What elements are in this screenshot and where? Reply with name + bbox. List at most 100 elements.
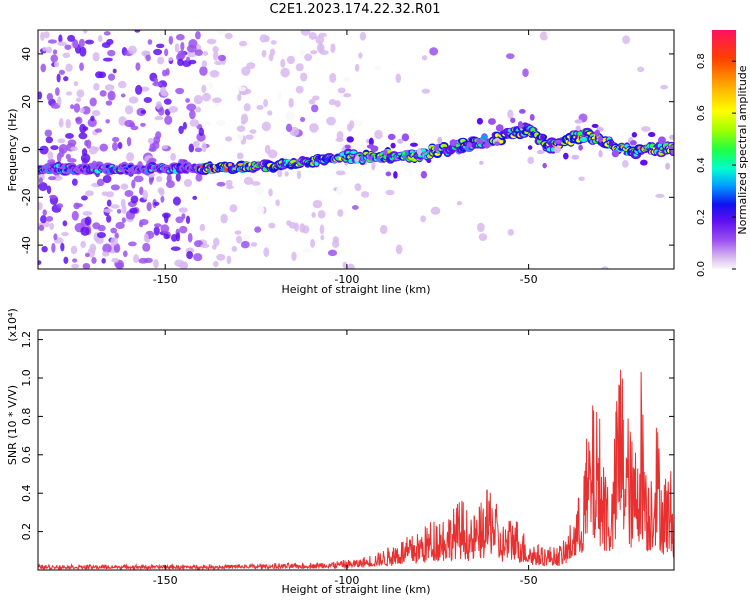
- spectrogram-noise-blob: [112, 68, 117, 74]
- spectrogram-noise-blob: [171, 233, 178, 242]
- spectrogram-noise-blob: [121, 204, 127, 215]
- spectrogram-noise-blob: [92, 51, 100, 62]
- spectrogram-noise-blob: [177, 50, 186, 60]
- spectrogram-noise-blob: [240, 240, 250, 249]
- spectrogram-noise-blob: [213, 237, 220, 247]
- spectrogram-noise-blob: [373, 66, 382, 71]
- spectrogram-noise-blob: [268, 188, 273, 197]
- spectrogram-noise-blob: [320, 234, 325, 241]
- spectrogram-noise-blob: [358, 52, 363, 59]
- spectrogram-noise-blob: [147, 137, 154, 145]
- spectrogram-noise-blob: [58, 69, 66, 75]
- spectrogram-noise-blob: [608, 140, 614, 147]
- spectrogram-noise-blob: [329, 72, 337, 83]
- spectrogram-noise-blob: [131, 179, 136, 189]
- spectrogram-noise-blob: [202, 92, 212, 102]
- spectrogram-noise-blob: [421, 55, 428, 61]
- spectrogram-noise-blob: [337, 209, 344, 217]
- figure-title: C2E1.2023.174.22.32.R01: [269, 2, 441, 17]
- spectrogram-noise-blob: [277, 91, 282, 101]
- spectrogram-noise-blob: [65, 118, 71, 129]
- spectrogram-noise-blob: [220, 213, 228, 224]
- spectrogram-noise-blob: [216, 30, 227, 35]
- spectrogram-noise-blob: [80, 240, 87, 249]
- spectrogram-noise-blob: [163, 233, 170, 240]
- spectrogram-noise-blob: [360, 191, 370, 198]
- spectrogram-noise-blob: [182, 121, 187, 130]
- spectrogram-noise-blob: [308, 31, 317, 40]
- spectrogram-noise-blob: [106, 199, 112, 207]
- snr-x-tick-label: -150: [153, 574, 178, 587]
- spectrogram-ticks: -150 -100 -50 40 20 0 -20 -40: [20, 30, 674, 286]
- spectrogram-noise-blob: [145, 54, 151, 62]
- spectrogram-noise-blob: [302, 248, 312, 253]
- spectrogram-noise-blob: [110, 227, 118, 234]
- spectrogram-noise-blob: [601, 266, 609, 269]
- spectrogram-noise-blob: [140, 86, 150, 92]
- spectrogram-ridge-core: [224, 167, 229, 173]
- spectrogram-noise-blob: [430, 206, 441, 215]
- spectrogram-noise-blob: [64, 133, 74, 139]
- spectrogram-noise-blob: [344, 144, 351, 149]
- spectrogram-noise-blob: [385, 171, 392, 177]
- spectrogram-noise-blob: [300, 117, 306, 122]
- spectrogram-noise-blob: [45, 136, 54, 144]
- spectrogram-noise-blob: [401, 133, 410, 142]
- spectrogram-noise-blob: [236, 125, 246, 132]
- spectrogram-noise-blob: [154, 115, 164, 121]
- spectrogram-y-axis-label: Frequency (Hz): [6, 109, 19, 192]
- spectrogram-noise-blob: [153, 48, 163, 56]
- spectrogram-noise-blob: [243, 103, 251, 112]
- spectrogram-noise-blob: [153, 259, 159, 269]
- spectrogram-noise-blob: [195, 31, 201, 40]
- spectrogram-noise-blob: [101, 191, 109, 196]
- spectrogram-noise-blob: [105, 119, 110, 124]
- spectrogram-noise-blob: [383, 149, 388, 156]
- spectrogram-noise-blob: [268, 222, 276, 229]
- spectrogram-noise-blob: [284, 171, 289, 177]
- spectrogram-noise-blob: [115, 262, 125, 269]
- spectrogram-blobs: [38, 30, 674, 269]
- spectrogram-noise-blob: [39, 145, 49, 155]
- spectrogram-noise-blob: [70, 146, 78, 151]
- spectrogram-noise-blob: [214, 60, 223, 66]
- snr-y-tick-label: 1.0: [20, 369, 33, 387]
- spectrogram-noise-blob: [395, 73, 402, 83]
- spectrogram-noise-blob: [317, 210, 326, 219]
- spectrogram-noise-blob: [126, 136, 132, 147]
- spectrogram-noise-blob: [53, 61, 60, 68]
- spectrogram-noise-blob: [354, 155, 360, 163]
- spectrogram-noise-blob: [346, 136, 354, 143]
- spectrogram-noise-blob: [574, 119, 583, 124]
- spectrogram-noise-blob: [622, 35, 631, 45]
- spectrogram-noise-blob: [563, 152, 569, 160]
- spectrogram-noise-blob: [319, 224, 325, 235]
- spectrogram-noise-blob: [96, 178, 105, 187]
- spectrogram-noise-blob: [335, 170, 346, 176]
- spectrogram-noise-blob: [477, 138, 484, 145]
- spectrogram-noise-blob: [655, 193, 665, 199]
- spectrogram-noise-blob: [124, 190, 134, 197]
- spectrogram-noise-blob: [310, 50, 318, 55]
- spectrogram-noise-blob: [213, 260, 219, 268]
- spectrogram-noise-blob: [379, 224, 388, 235]
- spectrogram-noise-blob: [476, 222, 485, 233]
- spectrogram-x-tick-label: -50: [520, 273, 538, 286]
- spectrogram-noise-blob: [126, 152, 135, 162]
- spectrogram-noise-blob: [152, 140, 160, 150]
- spectrogram-noise-blob: [195, 106, 202, 113]
- spectrogram-noise-blob: [368, 137, 374, 146]
- spectrogram-noise-blob: [89, 97, 97, 107]
- spectrogram-noise-blob: [112, 136, 120, 143]
- spectrogram-noise-blob: [174, 43, 180, 53]
- spectrogram-noise-blob: [124, 105, 134, 115]
- colorbar-tick-label: 0.0: [696, 261, 707, 277]
- spectrogram-noise-blob: [76, 89, 85, 98]
- spectrogram-noise-blob: [291, 251, 297, 262]
- spectrogram-noise-blob: [296, 170, 302, 180]
- spectrogram-noise-blob: [216, 119, 226, 127]
- spectrogram-noise-blob: [231, 245, 238, 252]
- snr-x-axis-label: Height of straight line (km): [281, 583, 430, 596]
- spectrogram-noise-blob: [180, 41, 185, 51]
- spectrogram-noise-blob: [61, 232, 69, 237]
